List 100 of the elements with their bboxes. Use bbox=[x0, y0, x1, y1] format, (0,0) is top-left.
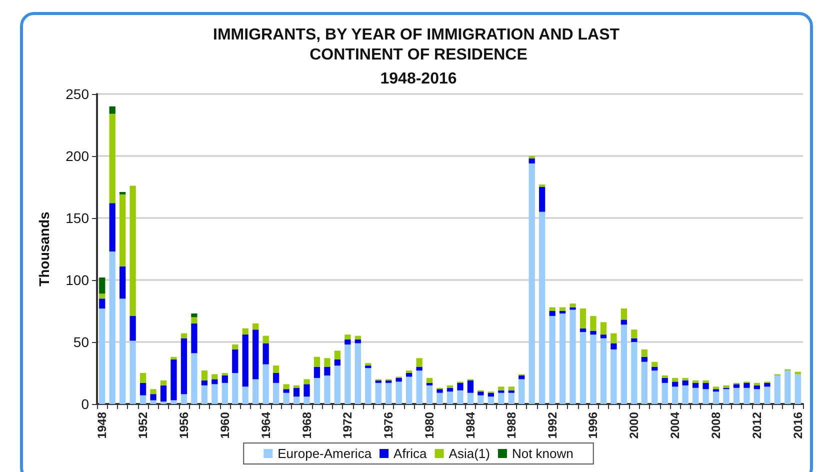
bar bbox=[652, 362, 658, 367]
bar bbox=[682, 378, 688, 380]
bar bbox=[488, 392, 494, 397]
bar bbox=[232, 349, 238, 373]
bar bbox=[682, 385, 688, 404]
bar bbox=[620, 320, 628, 325]
bar bbox=[478, 395, 484, 404]
bar bbox=[304, 379, 310, 384]
bar bbox=[764, 386, 770, 404]
bar bbox=[498, 392, 504, 404]
bar bbox=[672, 386, 678, 404]
bar bbox=[304, 396, 310, 404]
bar bbox=[436, 389, 443, 393]
bar bbox=[140, 382, 146, 396]
bar bbox=[508, 390, 514, 393]
bar bbox=[283, 392, 290, 404]
bar bbox=[170, 356, 177, 360]
x-tick-label: 2012 bbox=[750, 412, 764, 439]
bar bbox=[528, 158, 535, 164]
bar bbox=[692, 388, 699, 404]
bar bbox=[528, 163, 535, 404]
bar bbox=[590, 330, 596, 335]
bar bbox=[457, 390, 464, 404]
bar bbox=[672, 378, 678, 382]
bar bbox=[641, 356, 648, 362]
legend-label: Africa bbox=[394, 446, 428, 461]
x-tick-label: 1984 bbox=[463, 412, 478, 439]
bar bbox=[170, 359, 177, 400]
bar bbox=[692, 380, 699, 383]
bar bbox=[120, 266, 126, 299]
bar bbox=[600, 338, 607, 404]
bar bbox=[293, 388, 300, 397]
bar bbox=[672, 382, 678, 387]
bar bbox=[334, 366, 341, 404]
bar bbox=[252, 323, 259, 330]
bar bbox=[109, 106, 116, 114]
bar bbox=[396, 378, 402, 382]
bar bbox=[580, 332, 586, 404]
bar bbox=[682, 380, 688, 386]
bar bbox=[754, 385, 760, 390]
bar bbox=[549, 316, 556, 404]
bar bbox=[130, 340, 136, 404]
bar bbox=[140, 395, 146, 404]
bar bbox=[160, 385, 167, 402]
bar bbox=[488, 396, 494, 404]
bar bbox=[99, 278, 106, 294]
y-tick-label: 50 bbox=[73, 334, 90, 350]
bar bbox=[580, 328, 586, 332]
bar bbox=[662, 382, 668, 404]
bar bbox=[478, 392, 484, 396]
bar bbox=[272, 366, 280, 373]
bar bbox=[754, 389, 760, 404]
bar bbox=[140, 373, 146, 383]
bar bbox=[242, 328, 248, 335]
x-tick-label: 2016 bbox=[790, 412, 805, 439]
bar bbox=[324, 358, 330, 367]
bar bbox=[570, 307, 576, 310]
bar bbox=[344, 340, 351, 344]
bar bbox=[212, 379, 218, 384]
bar bbox=[580, 308, 586, 328]
bar bbox=[314, 378, 320, 404]
bar bbox=[467, 392, 474, 404]
bar bbox=[570, 304, 576, 308]
bar bbox=[692, 382, 699, 388]
bar bbox=[120, 192, 126, 194]
x-tick-label: 2004 bbox=[668, 412, 682, 439]
x-tick-label: 1972 bbox=[340, 412, 355, 439]
bar bbox=[344, 344, 351, 404]
bar bbox=[191, 353, 198, 404]
bar bbox=[416, 358, 422, 367]
bar bbox=[600, 322, 607, 335]
bar bbox=[498, 390, 504, 393]
bar bbox=[252, 330, 259, 380]
bar bbox=[549, 311, 556, 316]
x-tick-label: 1988 bbox=[504, 412, 518, 439]
bar bbox=[222, 375, 228, 383]
bar bbox=[109, 203, 116, 252]
bar bbox=[180, 394, 188, 404]
bar bbox=[99, 294, 106, 299]
x-tick-label: 2008 bbox=[709, 412, 724, 439]
bar bbox=[518, 375, 525, 380]
y-tick-label: 200 bbox=[66, 148, 90, 164]
bar bbox=[375, 380, 382, 383]
bar bbox=[457, 382, 464, 390]
bar bbox=[293, 385, 300, 388]
bar bbox=[375, 382, 382, 404]
y-tick-label: 150 bbox=[66, 210, 90, 226]
x-tick-label: 1960 bbox=[218, 412, 232, 439]
bar bbox=[304, 384, 310, 397]
bar bbox=[262, 336, 269, 344]
chart-title: IMMIGRANTS, BY YEAR OF IMMIGRATION AND LAST CONTINENT OF RESIDENCE bbox=[213, 26, 624, 64]
bar bbox=[201, 385, 208, 404]
bar bbox=[191, 323, 198, 354]
y-tick-label: 0 bbox=[81, 396, 90, 412]
bar bbox=[446, 385, 454, 388]
bar bbox=[590, 316, 596, 331]
bar bbox=[426, 378, 433, 383]
bar bbox=[610, 333, 617, 344]
bar bbox=[744, 388, 750, 404]
bar bbox=[610, 349, 617, 404]
